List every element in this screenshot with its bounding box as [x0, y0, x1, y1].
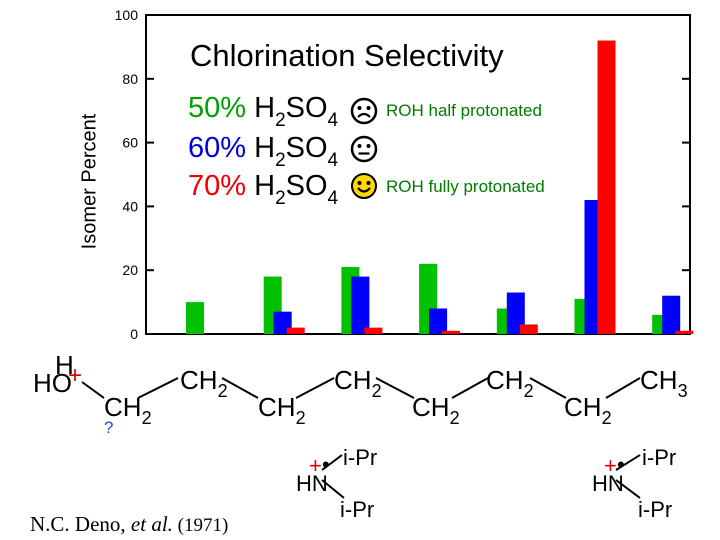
y-tick-label: 80 [122, 71, 138, 87]
molecule-ch2-4: CH2 [334, 365, 382, 401]
molecule-bonds [81, 377, 641, 499]
legend-entry-50: 50% H2SO4 [188, 92, 339, 131]
amine1-plus: + [309, 453, 322, 478]
happy-face-icon [351, 173, 377, 199]
legend-formula: H2SO4 [254, 92, 339, 131]
neutral-face-icon [350, 135, 378, 163]
citation: N.C. Deno, et al. (1971) [30, 512, 229, 536]
bar-70-C4 [442, 330, 461, 334]
legend-entry-60: 60% H2SO4 [188, 132, 339, 171]
bar-70-C3 [364, 327, 383, 334]
amine2-hn: HN [592, 471, 624, 496]
bars [186, 40, 694, 335]
amine1-ipr-bottom: i-Pr [340, 497, 375, 522]
molecule-ch2-2: CH2 [180, 365, 228, 401]
molecule-question: ? [104, 418, 114, 437]
bar-60-C4 [429, 308, 448, 334]
bar-70-C6 [597, 40, 616, 335]
molecule-ch2-7: CH2 [564, 392, 612, 428]
molecule-plus: + [68, 362, 83, 389]
legend-pct: 50% [188, 92, 247, 124]
amine2-ipr-top: i-Pr [642, 445, 677, 470]
chart-title: Chlorination Selectivity [190, 38, 504, 73]
molecule-ch3: CH3 [640, 365, 688, 401]
molecule-ch2-3: CH2 [258, 392, 306, 428]
legend-formula: H2SO4 [254, 132, 339, 171]
legend-pct: 60% [188, 132, 247, 164]
plot-frame [145, 14, 691, 335]
amine2-ipr-bottom: i-Pr [638, 497, 673, 522]
y-tick-label: 40 [122, 198, 138, 214]
y-tick-label: 0 [130, 326, 138, 342]
amine1-ipr-top: i-Pr [343, 445, 378, 470]
molecule-ch2-5: CH2 [412, 392, 460, 428]
amine2-plus: + [604, 453, 617, 478]
molecule-ch2-6: CH2 [486, 365, 534, 401]
molecule-ho: HO [33, 368, 72, 398]
legend-formula: H2SO4 [254, 170, 339, 209]
bar-60-C7 [662, 295, 681, 334]
molecule-h: H [55, 350, 74, 380]
y-axis-label: Isomer Percent [78, 113, 101, 250]
bar-70-C5 [519, 324, 538, 334]
bar-50-C1 [186, 302, 204, 334]
bar-60-C3 [351, 276, 370, 334]
bar-60-C5 [506, 292, 525, 334]
molecule-ch2-1: CH2 [104, 392, 152, 428]
y-tick-label: 60 [122, 135, 138, 151]
sad-face-icon [350, 97, 378, 125]
legend-note-fully: ROH fully protonated [386, 177, 545, 196]
bar-70-C7 [675, 330, 694, 334]
bar-70-C2 [286, 327, 305, 334]
y-tick-label: 20 [122, 262, 138, 278]
y-tick-label: 100 [115, 7, 139, 23]
legend-entry-70: 70% H2SO4 [188, 170, 339, 209]
amine2-dot: • [617, 452, 625, 477]
amine1-hn: HN [296, 471, 328, 496]
amine1-dot: • [322, 452, 330, 477]
y-axis: 0 20 40 60 80 100 [115, 7, 690, 342]
legend-note-half: ROH half protonated [386, 101, 542, 120]
legend-pct: 70% [188, 170, 247, 202]
